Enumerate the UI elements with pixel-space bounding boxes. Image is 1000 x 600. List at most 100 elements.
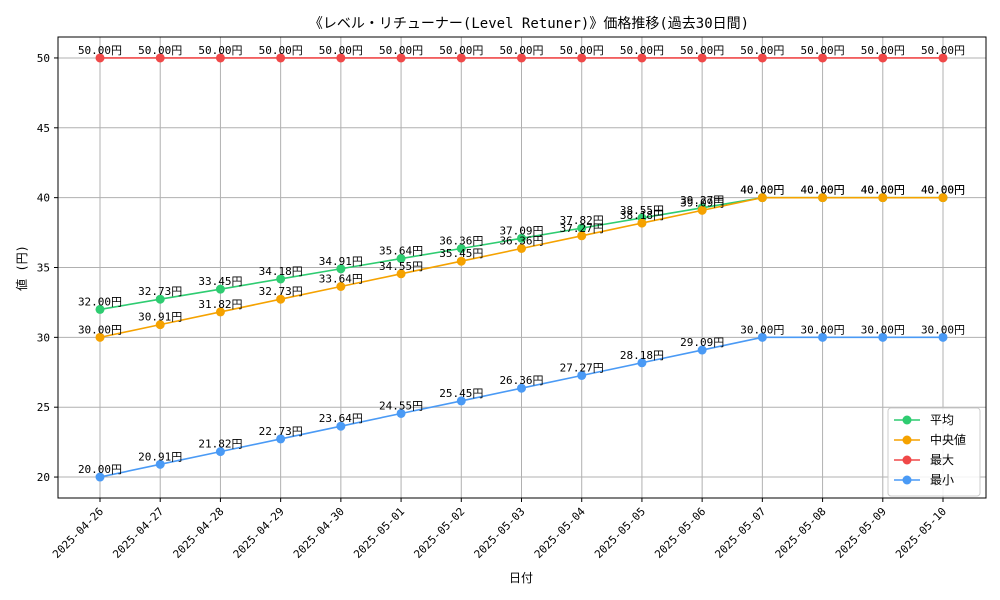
data-label: 35.64円	[379, 245, 423, 258]
data-point	[456, 396, 466, 406]
x-tick-label: 2025-04-29	[231, 505, 287, 561]
data-point	[697, 345, 707, 355]
legend-label: 最大	[930, 453, 954, 467]
data-label: 50.00円	[439, 44, 483, 57]
data-label: 33.45円	[198, 275, 242, 288]
data-label: 36.36円	[499, 235, 543, 248]
data-point	[577, 223, 587, 233]
data-label: 50.00円	[680, 44, 724, 57]
data-label: 32.73円	[259, 285, 303, 298]
data-label: 50.00円	[138, 44, 182, 57]
data-point	[938, 332, 948, 342]
data-label: 38.55円	[620, 204, 664, 217]
data-point	[938, 193, 948, 203]
x-tick-label: 2025-04-28	[171, 505, 227, 561]
data-label: 50.00円	[259, 44, 303, 57]
data-label: 20.00円	[78, 463, 122, 476]
data-label: 50.00円	[560, 44, 604, 57]
data-label: 29.09円	[680, 336, 724, 349]
data-label: 35.45円	[439, 247, 483, 260]
legend-label: 中央値	[930, 432, 966, 447]
data-point	[396, 254, 406, 264]
x-tick-label: 2025-04-27	[110, 505, 166, 561]
data-point	[155, 294, 165, 304]
data-label: 26.36円	[499, 374, 543, 387]
y-tick-label: 50	[37, 52, 50, 65]
legend-item: 最小	[894, 473, 954, 487]
data-label: 30.00円	[740, 323, 784, 336]
data-point	[456, 244, 466, 254]
data-point	[517, 244, 526, 254]
data-point	[336, 53, 346, 63]
data-point	[517, 233, 526, 243]
data-point	[757, 332, 767, 342]
data-point	[757, 193, 767, 203]
data-point	[276, 294, 286, 304]
data-point	[517, 53, 526, 63]
data-label: 50.00円	[921, 44, 965, 57]
legend-label: 平均	[930, 413, 954, 427]
data-point	[155, 53, 165, 63]
data-point	[276, 53, 286, 63]
data-label: 40.00円	[740, 184, 784, 197]
data-point	[95, 472, 105, 482]
y-axis-label: 値 (円)	[14, 245, 29, 291]
data-point	[396, 408, 406, 418]
data-point	[697, 53, 707, 63]
y-tick-label: 25	[37, 401, 50, 414]
legend-marker	[902, 455, 912, 465]
data-label: 40.00円	[801, 184, 845, 197]
data-label: 40.00円	[801, 184, 845, 197]
x-tick-label: 2025-04-30	[291, 505, 347, 561]
data-point	[818, 193, 828, 203]
data-point	[456, 53, 466, 63]
legend-box	[887, 407, 981, 497]
data-label: 34.18円	[259, 265, 303, 278]
data-point	[577, 370, 587, 380]
data-label: 30.00円	[78, 323, 122, 336]
x-tick-label: 2025-05-09	[833, 505, 889, 561]
data-point	[95, 304, 105, 314]
data-label: 50.00円	[379, 44, 423, 57]
data-label: 34.91円	[319, 255, 363, 268]
x-tick-label: 2025-05-05	[592, 505, 648, 561]
data-label: 50.00円	[499, 44, 543, 57]
x-tick-label: 2025-05-06	[652, 505, 708, 561]
data-label: 37.09円	[499, 224, 543, 237]
data-label: 30.00円	[921, 323, 965, 336]
data-point	[938, 53, 948, 63]
y-tick-label: 35	[37, 262, 50, 275]
data-point	[95, 53, 105, 63]
chart-title: 《レベル・リチューナー(Level Retuner)》価格推移(過去30日間)	[309, 16, 749, 32]
data-label: 40.00円	[861, 184, 905, 197]
data-point	[637, 218, 647, 228]
data-point	[757, 53, 767, 63]
x-axis: 2025-04-26 2025-04-27 2025-04-28 2025-04-29…	[50, 498, 949, 561]
data-label: 23.64円	[319, 412, 363, 425]
x-tick-label: 2025-05-10	[893, 505, 949, 561]
series-layer: 32.00円 32.73円 33.45円 34.18円 34.91円 35.64円 36.3…	[78, 44, 965, 482]
data-point	[215, 307, 225, 317]
data-point	[517, 383, 526, 393]
data-point	[276, 434, 286, 444]
data-point	[336, 421, 346, 431]
data-point	[155, 320, 165, 330]
data-label: 31.82円	[198, 298, 242, 311]
grid	[58, 37, 986, 498]
series-最小: 20.00円 20.91円 21.82円 22.73円 23.64円 24.55円 25.4…	[78, 323, 965, 482]
legend-marker	[902, 415, 912, 425]
data-label: 50.00円	[861, 44, 905, 57]
legend-marker	[902, 475, 912, 485]
data-label: 33.64円	[319, 272, 363, 285]
data-point	[95, 332, 105, 342]
data-label: 20.91円	[138, 450, 182, 463]
data-label: 50.00円	[198, 44, 242, 57]
data-point	[818, 332, 828, 342]
data-label: 27.27円	[560, 361, 604, 374]
data-label: 40.00円	[921, 184, 965, 197]
data-point	[456, 256, 466, 266]
data-label: 30.00円	[861, 323, 905, 336]
y-tick-label: 30	[37, 331, 50, 344]
